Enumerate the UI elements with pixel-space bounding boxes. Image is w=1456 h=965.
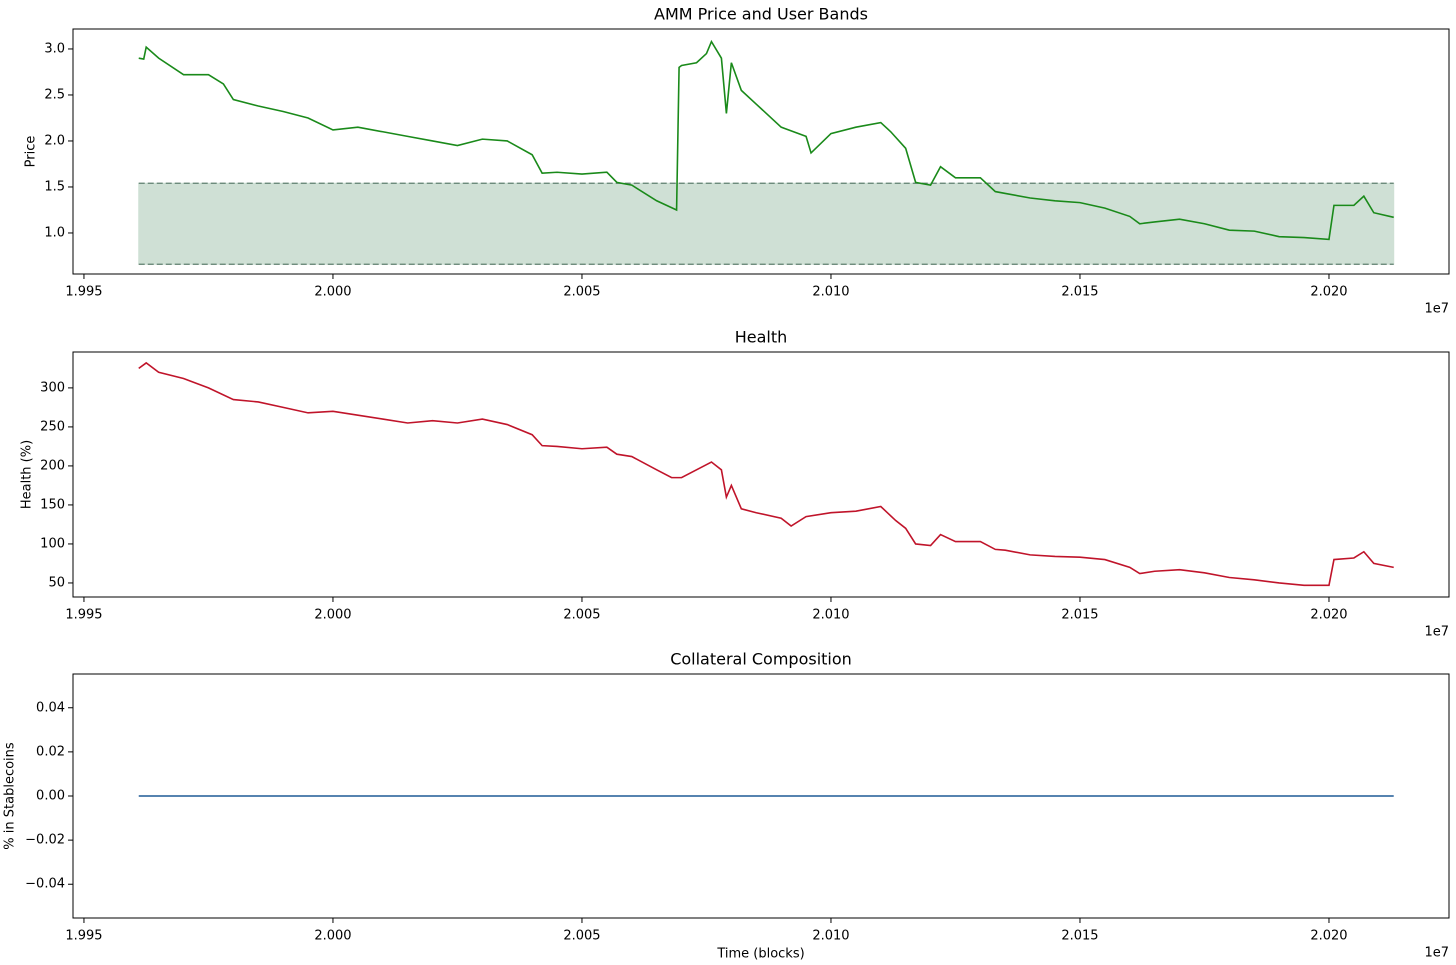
- x-tick-label: 2.015: [1061, 608, 1098, 623]
- y-tick-label: 1.5: [44, 179, 65, 194]
- price-line: [138, 39, 1394, 241]
- x-tick-label: 2.000: [314, 285, 351, 300]
- axes-frame: [72, 351, 1450, 598]
- offset-label: 1e7: [1424, 946, 1449, 961]
- axes-frame: [72, 28, 1450, 275]
- y-axis-label: Health (%): [20, 440, 35, 509]
- offset-label: 1e7: [1424, 625, 1449, 640]
- x-tick-label: 2.015: [1061, 285, 1098, 300]
- price-line: [138, 361, 1394, 587]
- y-tick-label: 2.5: [44, 87, 65, 102]
- y-tick-label: 200: [40, 458, 65, 473]
- user-band: [138, 182, 1395, 265]
- offset-label: 1e7: [1424, 302, 1449, 317]
- chart-title: Collateral Composition: [670, 650, 852, 669]
- x-tick-label: 2.020: [1310, 929, 1347, 944]
- y-tick-label: 250: [40, 419, 65, 434]
- y-tick-label: 150: [40, 497, 65, 512]
- x-tick-label: 2.000: [314, 929, 351, 944]
- x-tick-label: 2.000: [314, 608, 351, 623]
- x-axis-label: Time (blocks): [716, 947, 804, 962]
- x-tick-label: 2.015: [1061, 929, 1098, 944]
- x-tick-label: 2.010: [812, 285, 849, 300]
- y-tick-label: 0.00: [36, 789, 65, 804]
- y-axis-label: Price: [24, 136, 39, 168]
- y-tick-label: 50: [48, 575, 65, 590]
- x-tick-label: 2.005: [563, 929, 600, 944]
- x-tick-label: 1.995: [65, 285, 102, 300]
- y-tick-label: 0.02: [36, 744, 65, 759]
- y-tick-label: 3.0: [44, 41, 65, 56]
- x-tick-label: 2.005: [563, 285, 600, 300]
- x-tick-label: 2.020: [1310, 608, 1347, 623]
- y-tick-label: −0.02: [25, 833, 65, 848]
- x-tick-label: 2.010: [812, 608, 849, 623]
- chart-title: AMM Price and User Bands: [654, 5, 868, 24]
- x-tick-label: 2.020: [1310, 285, 1347, 300]
- y-tick-label: 0.04: [36, 700, 65, 715]
- y-tick-label: 300: [40, 380, 65, 395]
- x-tick-label: 2.010: [812, 929, 849, 944]
- y-tick-label: 2.0: [44, 133, 65, 148]
- y-tick-label: −0.04: [25, 877, 65, 892]
- x-tick-label: 1.995: [65, 608, 102, 623]
- y-tick-label: 100: [40, 536, 65, 551]
- y-tick-label: 1.0: [44, 225, 65, 240]
- x-tick-label: 2.005: [563, 608, 600, 623]
- y-axis-label: % in Stablecoins: [3, 742, 18, 850]
- x-tick-label: 1.995: [65, 929, 102, 944]
- chart-title: Health: [735, 328, 788, 347]
